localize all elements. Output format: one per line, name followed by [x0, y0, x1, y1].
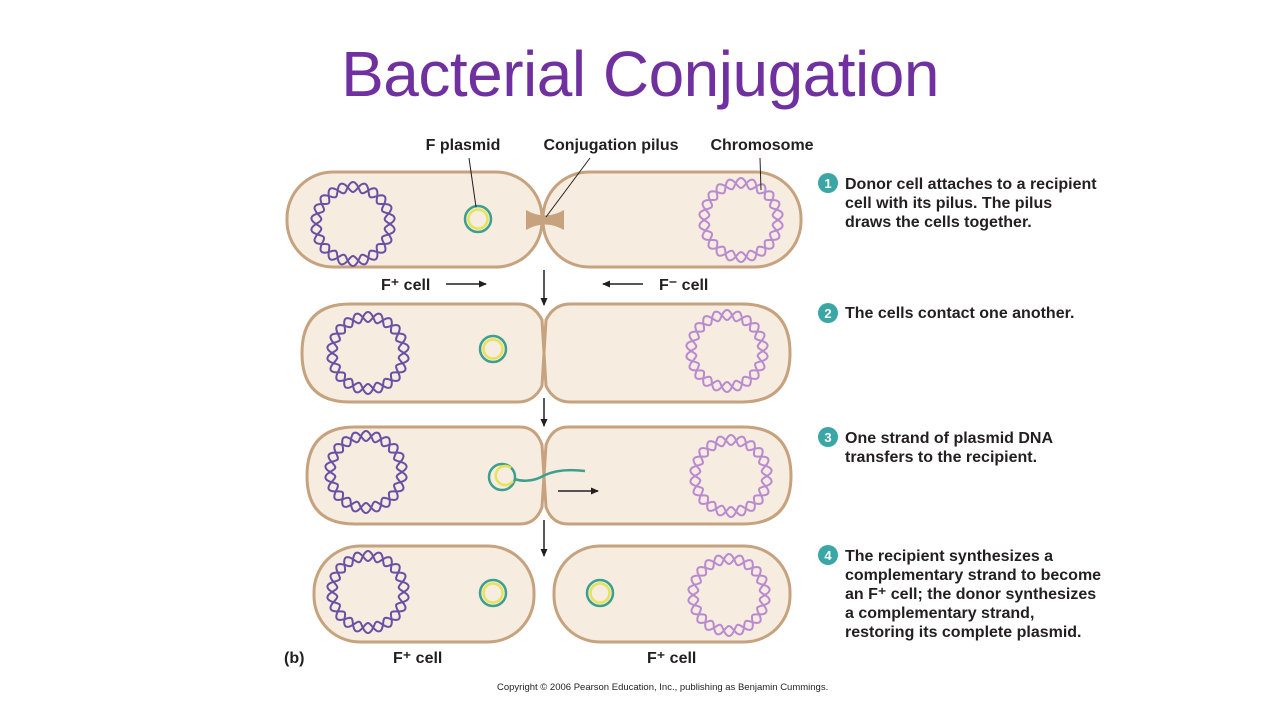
f-plus-cell-label: F⁺ cell — [381, 277, 430, 294]
recipient-cell — [542, 425, 793, 526]
step-2: 2 The cells contact one another. — [818, 303, 1074, 323]
step-3-number: 3 — [824, 430, 831, 445]
recipient-cell — [552, 544, 792, 644]
slide-title: Bacterial Conjugation — [341, 38, 939, 110]
dna-strand — [513, 468, 586, 483]
step-4-badge — [818, 545, 838, 565]
dna-strand — [687, 554, 771, 638]
step-2-badge — [818, 303, 838, 323]
dna-strand — [326, 551, 410, 635]
step-2-line-1: The cells contact one another. — [845, 305, 1074, 322]
step-4-line-5: restoring its complete plasmid. — [845, 624, 1082, 641]
pilus-label: Conjugation pilus — [543, 137, 678, 154]
recipient-chromosome — [685, 308, 769, 394]
step-4-line-3: an F⁺ cell; the donor synthesizes — [845, 586, 1096, 603]
dna-strand — [689, 435, 773, 519]
recipient-chromosome — [687, 552, 771, 638]
step-3-line-1: One strand of plasmid DNA — [845, 430, 1053, 447]
stage-3-cells — [305, 425, 793, 526]
recipient-plasmid — [585, 578, 615, 608]
recipient-chromosome — [698, 176, 784, 264]
step-4-line-4: a complementary strand, — [845, 605, 1034, 622]
donor-chromosome — [326, 549, 410, 635]
step-3-badge — [818, 427, 838, 447]
step-3: 3 One strand of plasmid DNA transfers to… — [818, 427, 1053, 466]
donor-chromosome — [324, 429, 408, 515]
step-1-badge — [818, 173, 838, 193]
donor-plasmid — [478, 578, 508, 608]
f-minus-cell-label: F⁻ cell — [659, 277, 708, 294]
stage-4-cells — [312, 544, 792, 644]
dna-strand — [326, 312, 410, 396]
pilus-leader — [545, 157, 591, 218]
recipient-cell — [542, 302, 792, 404]
step-4-line-1: The recipient synthesizes a — [845, 548, 1053, 565]
chromosome-label: Chromosome — [710, 137, 813, 154]
dna-strand — [310, 182, 396, 268]
step-1-line-2: cell with its pilus. The pilus — [845, 195, 1052, 212]
step-4: 4 The recipient synthesizes a complement… — [818, 545, 1101, 641]
donor-cell — [300, 302, 546, 404]
step-1-line-1: Donor cell attaches to a recipient — [845, 176, 1097, 193]
transferring-plasmid — [487, 462, 586, 492]
donor-chromosome — [310, 180, 396, 268]
bottom-right-cell-label: F⁺ cell — [647, 650, 696, 667]
stage-2-cells — [300, 302, 792, 404]
step-1-number: 1 — [824, 176, 831, 191]
step-4-line-2: complementary strand to become — [845, 567, 1101, 584]
dna-strand — [698, 178, 784, 264]
chromosome-leader — [759, 157, 762, 191]
f-plasmid-label: F plasmid — [426, 137, 501, 154]
f-plasmid — [478, 334, 508, 364]
stage-1-cells — [285, 170, 803, 269]
step-1: 1 Donor cell attaches to a recipient cel… — [818, 173, 1097, 231]
step-1-line-3: draws the cells together. — [845, 214, 1032, 231]
dna-strand — [324, 431, 408, 515]
bottom-left-cell-label: F⁺ cell — [393, 650, 442, 667]
copyright-notice: Copyright © 2006 Pearson Education, Inc.… — [497, 682, 828, 693]
f-plasmid-leader — [468, 157, 477, 208]
dna-strand — [685, 310, 769, 394]
recipient-chromosome — [689, 433, 773, 519]
donor-cell — [312, 544, 536, 644]
step-4-number: 4 — [824, 548, 832, 563]
recipient-cell — [541, 170, 803, 269]
step-2-number: 2 — [824, 306, 831, 321]
donor-cell — [305, 425, 546, 526]
conjugation-pilus — [526, 210, 564, 230]
donor-chromosome — [326, 310, 410, 396]
panel-label: (b) — [284, 650, 304, 667]
f-plasmid — [463, 204, 493, 234]
step-3-line-2: transfers to the recipient. — [845, 449, 1037, 466]
